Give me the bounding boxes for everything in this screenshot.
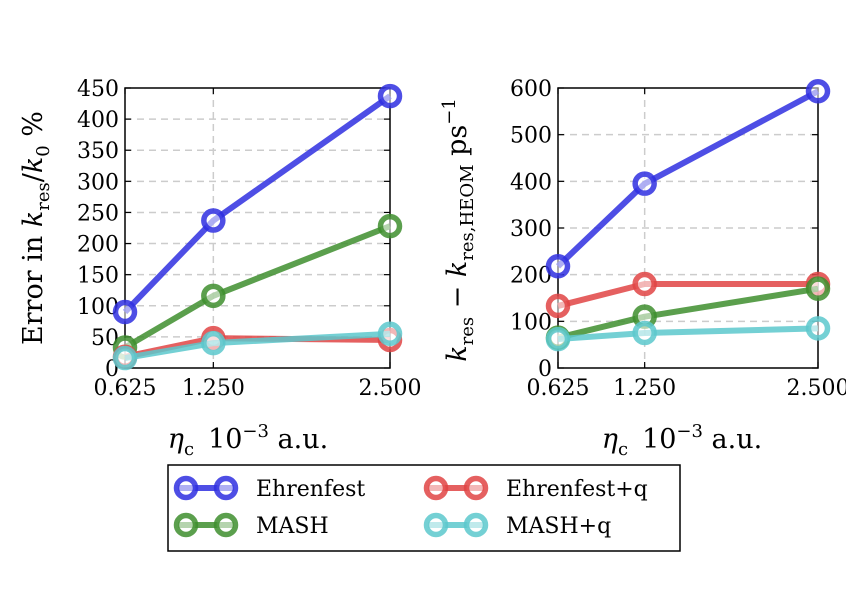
y-tick-label: 600 bbox=[510, 77, 552, 102]
y-tick-label: 100 bbox=[77, 295, 119, 320]
data-point bbox=[632, 171, 657, 196]
x-tick-label: 0.625 bbox=[94, 376, 157, 401]
x-tick-label: 1.250 bbox=[613, 376, 676, 401]
left-x-axis-label: ηc 10−3 a.u. bbox=[168, 421, 328, 460]
series-ehrenfest bbox=[545, 79, 831, 279]
legend-box bbox=[167, 464, 681, 552]
y-tick-label: 300 bbox=[510, 217, 552, 242]
y-tick-label: 200 bbox=[77, 233, 119, 258]
series-line bbox=[123, 223, 392, 351]
data-point bbox=[632, 271, 657, 297]
right-panel: 0 100 200 300 400 500 600 0.625 1.250 2.500 bbox=[510, 77, 846, 401]
data-point bbox=[112, 345, 138, 371]
right-y-axis-label: kres − kres,HEOM ps−1 bbox=[439, 98, 478, 362]
data-point bbox=[377, 83, 403, 109]
legend-swatch-marker bbox=[213, 475, 239, 501]
legend-item: MASH bbox=[173, 512, 329, 539]
y-tick-label: 500 bbox=[510, 124, 552, 149]
x-tick-label: 0.625 bbox=[527, 376, 590, 401]
y-tick-label: 400 bbox=[510, 170, 552, 195]
y-tick-label: 250 bbox=[77, 201, 119, 226]
series-line bbox=[555, 88, 820, 269]
data-point bbox=[545, 326, 571, 352]
series-ehrenfest bbox=[112, 83, 403, 325]
series-mash-plusq bbox=[112, 321, 403, 371]
data-point bbox=[805, 316, 831, 341]
data-point bbox=[632, 320, 657, 346]
x-tick-label: 2.500 bbox=[787, 376, 846, 401]
y-tick-label: 100 bbox=[510, 310, 552, 335]
series-mash bbox=[545, 276, 831, 350]
legend-label: Ehrenfest+q bbox=[506, 477, 648, 502]
data-point bbox=[805, 276, 831, 301]
y-tick-label: 450 bbox=[77, 77, 119, 102]
data-point bbox=[112, 299, 138, 325]
data-point bbox=[545, 293, 571, 319]
legend-item: MASH+q bbox=[423, 512, 611, 539]
x-tick-label: 1.250 bbox=[182, 376, 245, 401]
y-tick-label: 200 bbox=[510, 264, 552, 289]
y-tick-label: 150 bbox=[77, 264, 119, 289]
data-point bbox=[201, 283, 226, 309]
legend-label: Ehrenfest bbox=[256, 477, 365, 502]
legend-label: MASH+q bbox=[506, 514, 611, 539]
y-tick-label: 400 bbox=[77, 108, 119, 133]
legend-swatch-marker bbox=[463, 512, 489, 538]
legend-item: Ehrenfest+q bbox=[423, 475, 648, 502]
legend-swatch-marker bbox=[173, 475, 199, 501]
legend: Ehrenfest Ehrenfest+q MASH MASH+q bbox=[167, 464, 681, 552]
y-tick-label: 300 bbox=[77, 170, 119, 195]
x-tick-label: 2.500 bbox=[359, 376, 422, 401]
legend-swatch-marker bbox=[423, 475, 449, 501]
data-point bbox=[201, 330, 226, 356]
data-point bbox=[805, 79, 831, 104]
series-mash-plusq bbox=[545, 316, 831, 352]
data-point bbox=[201, 208, 226, 233]
right-x-axis-label: ηc 10−3 a.u. bbox=[602, 421, 762, 460]
data-point bbox=[545, 254, 571, 279]
y-tick-label: 350 bbox=[77, 139, 119, 164]
data-point bbox=[377, 321, 403, 347]
data-point bbox=[377, 213, 403, 239]
legend-swatch-marker bbox=[423, 512, 449, 538]
legend-swatch-marker bbox=[463, 475, 489, 501]
legend-swatch-marker bbox=[173, 512, 199, 538]
y-tick-label: 0 bbox=[538, 357, 552, 382]
legend-item: Ehrenfest bbox=[173, 475, 365, 502]
legend-swatch-marker bbox=[213, 512, 239, 538]
legend-label: MASH bbox=[256, 514, 329, 539]
left-y-axis-label: Error in kres/k0 % bbox=[18, 111, 54, 345]
